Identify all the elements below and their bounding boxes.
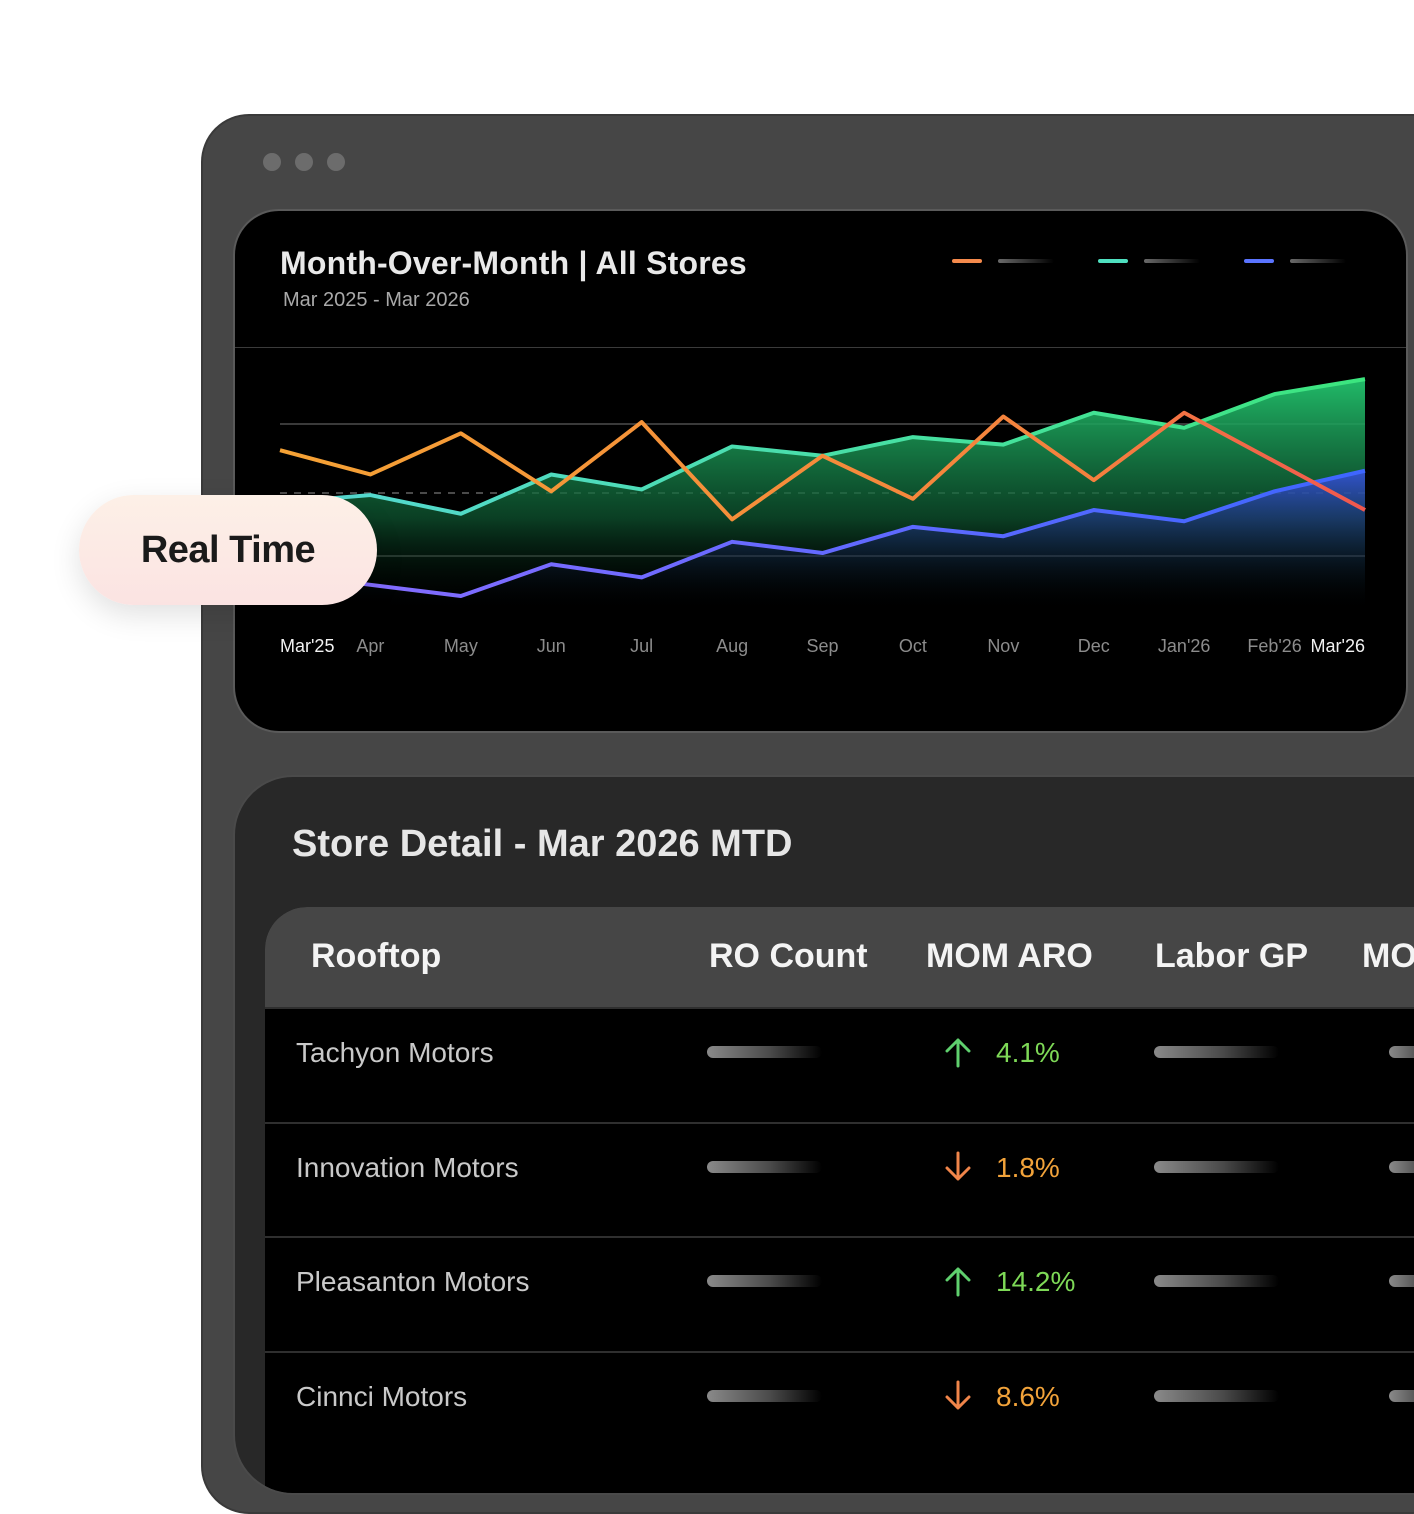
arrow-up-icon: [945, 1038, 971, 1068]
month-over-month-chart-card: Month-Over-Month | All Stores Mar 2025 -…: [233, 209, 1408, 733]
chart-plot: Mar'25 Apr May Jun Jul Aug Sep Oct Nov Dec Jan'26 F…: [279, 377, 1366, 656]
chart-date-range: Mar 2025 - Mar 2026: [283, 289, 470, 311]
legend-label-placeholder: [998, 259, 1054, 263]
chart-title: Month-Over-Month | All Stores: [280, 245, 747, 281]
column-header-mom-aro[interactable]: MOM ARO: [926, 937, 1093, 975]
legend-swatch: [1098, 259, 1128, 263]
chart-legend: [952, 259, 1346, 263]
x-tick-label: Mar'26: [1311, 636, 1365, 656]
real-time-badge: Real Time: [79, 495, 377, 605]
x-tick-label: Dec: [1078, 636, 1110, 656]
x-tick-label: Aug: [716, 636, 748, 656]
rooftop-name: Pleasanton Motors: [296, 1266, 530, 1297]
series-blue-area: [280, 470, 1365, 611]
x-tick-label: Jan'26: [1158, 636, 1210, 656]
labor-gp-placeholder: [1154, 1160, 1279, 1173]
table-header: Rooftop RO Count MOM ARO Labor GP MOM GP: [265, 907, 1414, 1007]
legend-label-placeholder: [1290, 259, 1346, 263]
legend-item[interactable]: [1244, 259, 1346, 263]
rooftop-name: Innovation Motors: [296, 1151, 519, 1183]
legend-label-placeholder: [1144, 259, 1200, 263]
arrow-down-icon: [945, 1380, 971, 1409]
legend-item[interactable]: [1098, 259, 1200, 263]
window-dot-icon[interactable]: [263, 153, 281, 171]
column-header-rooftop[interactable]: Rooftop: [311, 937, 442, 975]
window-dot-icon[interactable]: [295, 153, 313, 171]
x-tick-label: Oct: [899, 636, 927, 656]
mom-gp-placeholder: [1389, 1160, 1414, 1173]
column-header-labor-gp[interactable]: Labor GP: [1155, 937, 1309, 975]
mom-aro-value: 8.6%: [996, 1380, 1060, 1412]
x-tick-label: Nov: [987, 636, 1019, 656]
legend-item[interactable]: [952, 259, 1054, 263]
arrow-up-icon: [945, 1267, 971, 1297]
x-tick-label: Jul: [630, 636, 653, 656]
ro-count-placeholder: [707, 1275, 822, 1287]
mom-aro-value: 4.1%: [996, 1037, 1060, 1068]
x-tick-label: May: [444, 636, 478, 656]
legend-swatch: [952, 259, 982, 263]
column-header-ro-count[interactable]: RO Count: [709, 937, 868, 975]
table-row[interactable]: Pleasanton Motors 14.2%: [265, 1236, 1414, 1352]
store-detail-table: Rooftop RO Count MOM ARO Labor GP MOM GP…: [265, 907, 1414, 1493]
store-detail-title: Store Detail - Mar 2026 MTD: [292, 823, 793, 865]
labor-gp-placeholder: [1154, 1275, 1279, 1287]
mom-gp-placeholder: [1389, 1389, 1414, 1402]
x-tick-label: Jun: [537, 636, 566, 656]
x-tick-label: Apr: [356, 636, 384, 656]
x-tick-label: Feb'26: [1247, 636, 1301, 656]
real-time-badge-label: Real Time: [140, 528, 316, 571]
labor-gp-placeholder: [1154, 1046, 1279, 1058]
ro-count-placeholder: [707, 1160, 822, 1173]
rooftop-name: Tachyon Motors: [296, 1037, 494, 1068]
mom-gp-placeholder: [1389, 1275, 1414, 1287]
rooftop-name: Cinnci Motors: [296, 1380, 468, 1412]
column-header-mom-gp[interactable]: MOM GP: [1362, 937, 1414, 975]
mom-gp-placeholder: [1389, 1046, 1414, 1058]
mom-aro-value: 14.2%: [996, 1266, 1076, 1297]
window-dot-icon[interactable]: [327, 153, 345, 171]
table-row[interactable]: Cinnci Motors 8.6%: [265, 1350, 1414, 1467]
chart-divider: [235, 347, 1406, 348]
table-row[interactable]: Innovation Motors 1.8%: [265, 1121, 1414, 1238]
legend-swatch: [1244, 259, 1274, 263]
series-orange-line: [279, 410, 1366, 522]
store-detail-card: Store Detail - Mar 2026 MTD Rooftop RO C…: [233, 775, 1414, 1495]
table-row[interactable]: Tachyon Motors 4.1%: [265, 1007, 1414, 1123]
window-controls: [263, 153, 345, 171]
labor-gp-placeholder: [1154, 1389, 1279, 1402]
x-tick-label: Sep: [806, 636, 838, 656]
arrow-down-icon: [945, 1151, 971, 1180]
ro-count-placeholder: [707, 1389, 822, 1402]
series-blue-line: [279, 468, 1366, 599]
ro-count-placeholder: [707, 1046, 822, 1058]
x-tick-label: Mar'25: [280, 636, 334, 656]
mom-aro-value: 1.8%: [996, 1151, 1060, 1183]
